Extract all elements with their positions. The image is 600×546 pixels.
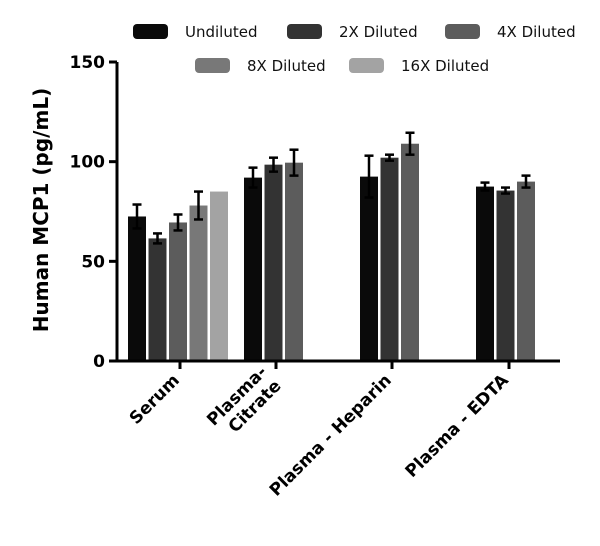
- x-category-label: Serum: [126, 371, 184, 429]
- legend-swatch: [445, 24, 480, 39]
- y-tick-label: 150: [70, 53, 106, 73]
- x-category-label-line: Serum: [126, 371, 184, 429]
- legend-label: Undiluted: [185, 23, 257, 41]
- bar: [128, 216, 146, 361]
- bar: [210, 191, 228, 361]
- y-tick-label: 0: [93, 352, 105, 372]
- y-tick-label: 100: [70, 153, 106, 173]
- bar: [517, 181, 535, 361]
- bar: [360, 176, 378, 361]
- y-axis: 0 50 100 150: [70, 53, 119, 372]
- legend-item: 16X Diluted: [349, 57, 489, 75]
- legend-item: 4X Diluted: [445, 23, 576, 41]
- y-axis-label: Human MCP1 (pg/mL): [29, 88, 53, 332]
- bars: [128, 131, 535, 361]
- bar: [476, 186, 494, 361]
- bar: [244, 177, 262, 361]
- bar: [189, 205, 208, 361]
- bar: [401, 143, 419, 361]
- legend-label: 4X Diluted: [497, 23, 576, 41]
- bar: [264, 164, 283, 361]
- legend-item: 2X Diluted: [287, 23, 418, 41]
- x-category-label-line: Plasma - EDTA: [402, 370, 514, 482]
- legend-label: 8X Diluted: [247, 57, 326, 75]
- bar: [380, 157, 399, 361]
- bar: [285, 162, 303, 361]
- x-category-label: Plasma - Heparin: [266, 371, 396, 501]
- legend: Undiluted 2X Diluted 4X Diluted 8X Diluted 1…: [133, 23, 576, 75]
- x-category-label: Plasma-Citrate: [203, 362, 285, 444]
- legend-swatch: [133, 24, 168, 39]
- legend-label: 2X Diluted: [339, 23, 418, 41]
- bar: [169, 222, 187, 361]
- x-category-label: Plasma - EDTA: [402, 370, 514, 482]
- y-tick-label: 50: [81, 252, 105, 272]
- bar: [148, 238, 167, 361]
- legend-swatch: [287, 24, 322, 39]
- legend-swatch: [349, 58, 384, 73]
- legend-item: 8X Diluted: [195, 57, 326, 75]
- legend-label: 16X Diluted: [401, 57, 489, 75]
- legend-item: Undiluted: [133, 23, 257, 41]
- x-category-label-line: Plasma - Heparin: [266, 371, 396, 501]
- bar: [496, 190, 515, 361]
- legend-swatch: [195, 58, 230, 73]
